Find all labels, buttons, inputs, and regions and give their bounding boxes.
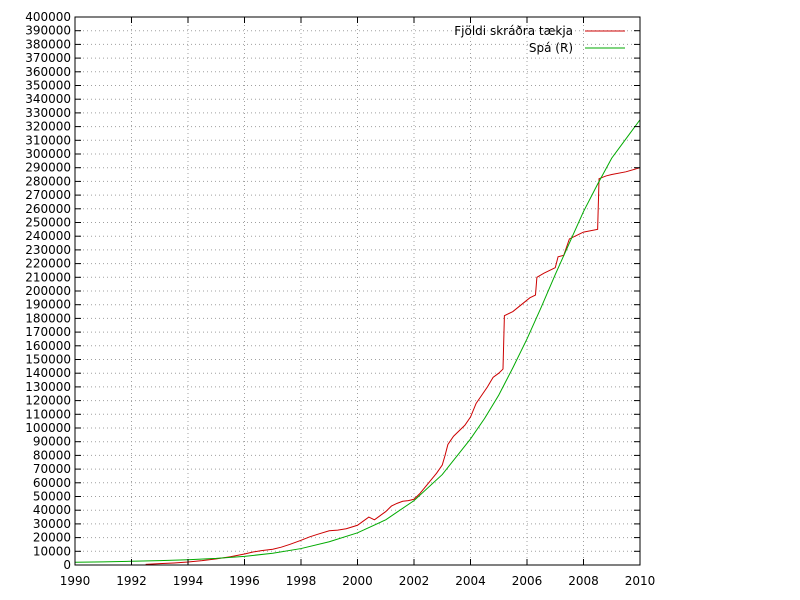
x-tick-label: 1996 xyxy=(229,574,260,588)
y-tick-label: 170000 xyxy=(25,325,71,339)
y-tick-label: 340000 xyxy=(25,92,71,106)
x-tick-label: 2002 xyxy=(399,574,430,588)
y-tick-label: 120000 xyxy=(25,394,71,408)
y-tick-label: 250000 xyxy=(25,216,71,230)
y-tick-label: 180000 xyxy=(25,311,71,325)
legend: Fjöldi skráðra tækja Spá (R) xyxy=(454,24,625,55)
legend-label-0: Fjöldi skráðra tækja xyxy=(454,24,573,38)
series-line-0 xyxy=(145,167,641,565)
y-tick-label: 30000 xyxy=(33,517,71,531)
y-tick-label: 220000 xyxy=(25,257,71,271)
series-line-1 xyxy=(74,119,641,563)
y-tick-label: 370000 xyxy=(25,51,71,65)
y-tick-label: 350000 xyxy=(25,79,71,93)
x-tick-label: 2006 xyxy=(512,574,543,588)
y-tick-label: 90000 xyxy=(33,435,71,449)
x-tick-label: 2008 xyxy=(568,574,599,588)
y-tick-label: 320000 xyxy=(25,120,71,134)
y-tick-label: 70000 xyxy=(33,462,71,476)
x-tick-label: 1990 xyxy=(60,574,91,588)
y-tick-label: 60000 xyxy=(33,476,71,490)
y-tick-label: 310000 xyxy=(25,133,71,147)
y-tick-label: 50000 xyxy=(33,490,71,504)
grid xyxy=(75,17,640,565)
y-tick-label: 110000 xyxy=(25,407,71,421)
y-tick-label: 160000 xyxy=(25,339,71,353)
x-tick-label: 2010 xyxy=(625,574,656,588)
y-tick-label: 40000 xyxy=(33,503,71,517)
y-tick-label: 280000 xyxy=(25,174,71,188)
x-tick-label: 1992 xyxy=(116,574,147,588)
y-tick-label: 230000 xyxy=(25,243,71,257)
x-tick-label: 2004 xyxy=(455,574,486,588)
series-layer xyxy=(74,119,641,565)
legend-label-1: Spá (R) xyxy=(529,41,573,55)
y-tick-label: 330000 xyxy=(25,106,71,120)
y-tick-label: 380000 xyxy=(25,37,71,51)
x-tick-label: 1994 xyxy=(173,574,204,588)
x-tick-label: 2000 xyxy=(342,574,373,588)
y-tick-label: 360000 xyxy=(25,65,71,79)
y-tick-label: 80000 xyxy=(33,448,71,462)
y-tick-label: 200000 xyxy=(25,284,71,298)
ticks: 0100002000030000400005000060000700008000… xyxy=(25,10,655,588)
y-tick-label: 140000 xyxy=(25,366,71,380)
y-tick-label: 270000 xyxy=(25,188,71,202)
y-tick-label: 0 xyxy=(63,558,71,572)
y-tick-label: 210000 xyxy=(25,270,71,284)
y-tick-label: 260000 xyxy=(25,202,71,216)
y-tick-label: 150000 xyxy=(25,353,71,367)
y-tick-label: 100000 xyxy=(25,421,71,435)
y-tick-label: 300000 xyxy=(25,147,71,161)
y-tick-label: 10000 xyxy=(33,544,71,558)
y-tick-label: 20000 xyxy=(33,531,71,545)
y-tick-label: 400000 xyxy=(25,10,71,24)
y-tick-label: 390000 xyxy=(25,24,71,38)
y-tick-label: 190000 xyxy=(25,298,71,312)
y-tick-label: 240000 xyxy=(25,229,71,243)
y-tick-label: 130000 xyxy=(25,380,71,394)
y-tick-label: 290000 xyxy=(25,161,71,175)
x-tick-label: 1998 xyxy=(286,574,317,588)
